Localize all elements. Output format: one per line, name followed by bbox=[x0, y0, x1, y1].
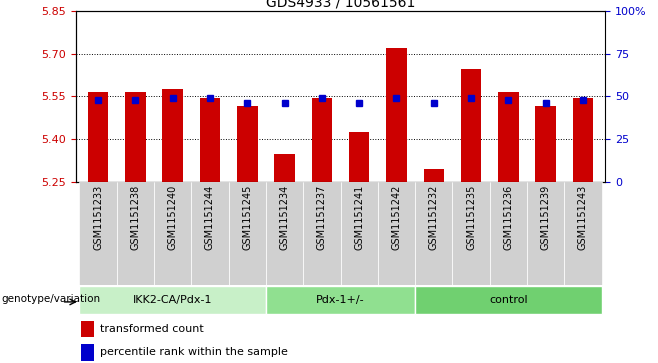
Bar bbox=[125, 92, 145, 182]
Text: Pdx-1+/-: Pdx-1+/- bbox=[316, 295, 365, 305]
Bar bbox=[565, 182, 601, 285]
Bar bbox=[378, 182, 415, 285]
Bar bbox=[80, 182, 116, 285]
Bar bbox=[527, 182, 565, 285]
Bar bbox=[116, 182, 154, 285]
Text: control: control bbox=[489, 295, 528, 305]
Text: GSM1151239: GSM1151239 bbox=[541, 185, 551, 250]
Text: transformed count: transformed count bbox=[99, 323, 203, 334]
Bar bbox=[191, 182, 228, 285]
Text: GSM1151243: GSM1151243 bbox=[578, 185, 588, 250]
Title: GDS4933 / 10561561: GDS4933 / 10561561 bbox=[266, 0, 415, 10]
Bar bbox=[81, 344, 94, 361]
Text: GSM1151241: GSM1151241 bbox=[354, 185, 364, 250]
Text: GSM1151233: GSM1151233 bbox=[93, 185, 103, 250]
Text: GSM1151235: GSM1151235 bbox=[466, 185, 476, 250]
Text: GSM1151236: GSM1151236 bbox=[503, 185, 513, 250]
Bar bbox=[536, 106, 556, 182]
Bar bbox=[266, 286, 415, 314]
Text: GSM1151234: GSM1151234 bbox=[280, 185, 290, 250]
Bar bbox=[154, 182, 191, 285]
Bar bbox=[490, 182, 527, 285]
Bar bbox=[88, 92, 109, 182]
Bar bbox=[237, 106, 257, 182]
Bar bbox=[424, 169, 444, 182]
Bar bbox=[572, 98, 594, 182]
Bar bbox=[461, 69, 482, 182]
Text: GSM1151237: GSM1151237 bbox=[317, 185, 327, 250]
Bar bbox=[163, 89, 183, 182]
Bar bbox=[341, 182, 378, 285]
Bar bbox=[498, 92, 519, 182]
Bar bbox=[266, 182, 303, 285]
Bar bbox=[349, 132, 369, 182]
Bar bbox=[228, 182, 266, 285]
Text: GSM1151238: GSM1151238 bbox=[130, 185, 140, 250]
Text: IKK2-CA/Pdx-1: IKK2-CA/Pdx-1 bbox=[133, 295, 213, 305]
Bar bbox=[312, 98, 332, 182]
Text: GSM1151240: GSM1151240 bbox=[168, 185, 178, 250]
Bar bbox=[80, 286, 266, 314]
Bar bbox=[81, 321, 94, 337]
Bar bbox=[415, 182, 453, 285]
Bar bbox=[303, 182, 341, 285]
Text: percentile rank within the sample: percentile rank within the sample bbox=[99, 347, 288, 357]
Text: GSM1151245: GSM1151245 bbox=[242, 185, 252, 250]
Bar bbox=[199, 98, 220, 182]
Text: GSM1151232: GSM1151232 bbox=[429, 185, 439, 250]
Bar bbox=[453, 182, 490, 285]
Text: GSM1151242: GSM1151242 bbox=[392, 185, 401, 250]
Bar bbox=[274, 155, 295, 182]
Text: genotype/variation: genotype/variation bbox=[1, 294, 101, 304]
Text: GSM1151244: GSM1151244 bbox=[205, 185, 215, 250]
Bar bbox=[415, 286, 601, 314]
Bar bbox=[386, 48, 407, 182]
